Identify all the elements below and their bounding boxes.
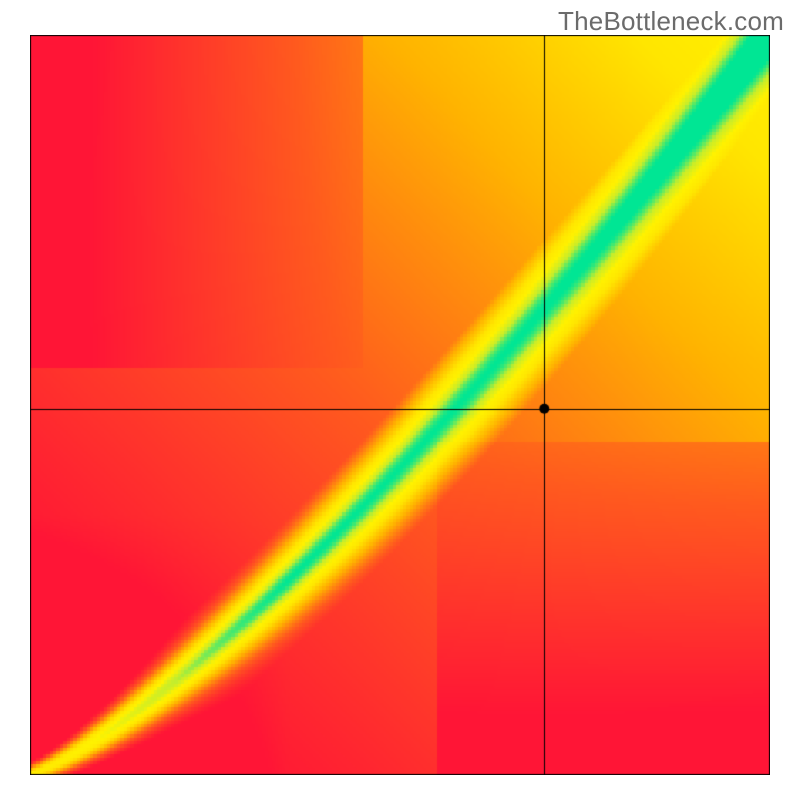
heatmap-plot <box>30 35 770 775</box>
heatmap-canvas <box>30 35 770 775</box>
watermark-text: TheBottleneck.com <box>558 6 784 37</box>
chart-container: TheBottleneck.com <box>0 0 800 800</box>
